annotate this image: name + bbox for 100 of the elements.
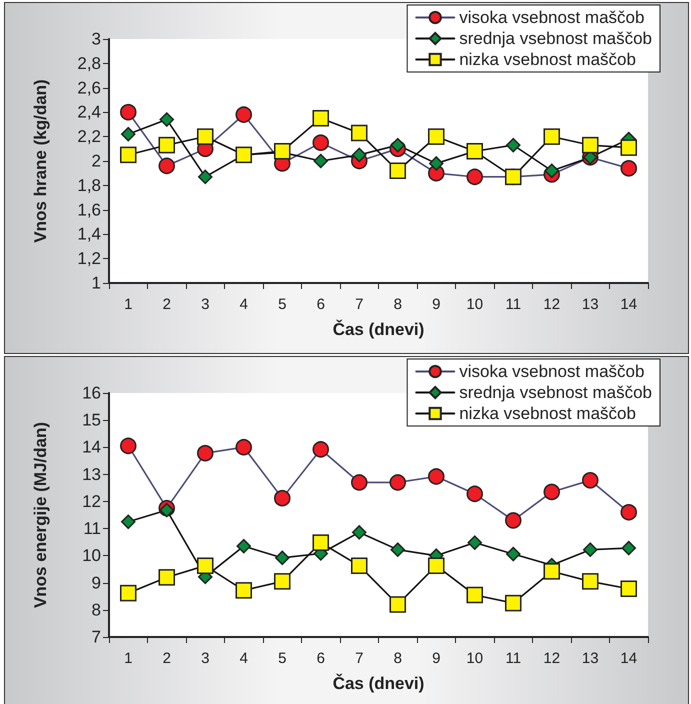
y-tick-label: 2,2 [77,127,101,146]
x-tick-label: 7 [355,650,364,667]
point [351,124,368,142]
point [468,535,482,550]
point [160,502,174,518]
point [582,472,598,489]
point [312,134,329,151]
legend-label: srednja vsebnost maščob [459,29,652,48]
point [198,170,212,184]
x-tick-label: 3 [201,296,210,313]
point [428,128,444,145]
point [620,139,637,156]
x-tick-label: 1 [124,296,132,313]
point [197,128,214,145]
x-tick-label: 10 [466,296,484,313]
y-tick-label: 2,4 [77,102,101,122]
point [158,136,175,154]
point [544,164,559,178]
point [236,106,252,123]
point [429,156,444,171]
x-tick-label: 12 [543,650,560,667]
point [505,594,522,612]
point [351,474,368,491]
x-tick-label: 3 [201,650,210,667]
point [312,110,329,127]
x-tick-label: 10 [466,650,484,667]
x-tick-label: 8 [394,650,402,667]
y-tick-label: 3 [92,30,101,48]
x-tick-label: 13 [582,296,599,313]
point [236,438,252,456]
point [428,557,444,574]
x-tick-label: 5 [278,296,286,313]
y-tick-label: 8 [92,600,101,620]
point [120,584,136,602]
x-tick-label: 6 [316,296,325,313]
point [121,514,136,530]
x-tick-label: 4 [240,650,248,667]
point [506,138,520,152]
point [390,542,405,557]
point [274,573,290,590]
y-tick-label: 12 [82,492,101,511]
y-tick-label: 1,2 [77,249,101,268]
legend-label: nizka vsebnost maščob [459,404,636,423]
y-tick-label: 15 [82,410,101,430]
point [390,162,406,180]
point [314,154,328,168]
point [312,441,329,458]
x-tick-label: 14 [620,296,638,313]
y-tick-label: 1 [92,274,101,292]
x-axis-title: Čas (dnevi) [332,673,424,693]
point [197,557,214,574]
point [466,586,483,604]
point [236,538,251,554]
point [583,542,598,557]
y-tick-label: 14 [82,438,101,457]
y-axis-title: Vnos hrane (kg/dan) [31,79,50,243]
point [390,138,405,152]
y-tick-label: 1,8 [77,176,101,195]
x-tick-label: 6 [316,650,325,667]
x-tick-label: 7 [355,296,364,313]
point [236,582,252,599]
legend-label: visoka vsebnost maščob [459,362,644,381]
x-tick-label: 4 [240,296,248,313]
x-tick-label: 11 [505,650,522,667]
y-tick-label: 13 [82,464,101,484]
point [582,136,598,154]
point [466,486,483,502]
legend-label: srednja vsebnost maščob [459,383,652,402]
point [120,438,136,454]
y-axis-title: Vnos energije (MJ/dan) [31,422,50,608]
y-tick-label: 9 [92,573,101,592]
x-tick-label: 12 [543,296,560,313]
point [158,569,175,586]
point [428,468,444,485]
point [544,128,560,145]
x-tick-label: 1 [124,650,132,667]
y-tick-label: 2 [92,152,101,170]
y-tick-label: 10 [82,546,101,566]
y-tick-label: 1,6 [77,200,101,220]
point [351,557,368,574]
x-tick-label: 2 [162,296,171,313]
point [120,104,136,120]
point [466,168,483,186]
x-tick-label: 2 [162,650,171,667]
x-tick-label: 9 [432,650,440,667]
point [312,534,329,551]
x-tick-label: 11 [505,296,522,313]
point [620,160,637,177]
x-tick-label: 13 [582,650,599,667]
point [160,112,174,127]
point [620,504,637,521]
point [274,490,290,506]
point [121,126,136,142]
x-tick-label: 14 [620,650,638,667]
point [544,484,560,500]
point [620,580,637,597]
point [390,474,406,491]
point [158,158,175,174]
y-tick-label: 16 [82,384,101,402]
x-tick-label: 8 [394,296,402,313]
